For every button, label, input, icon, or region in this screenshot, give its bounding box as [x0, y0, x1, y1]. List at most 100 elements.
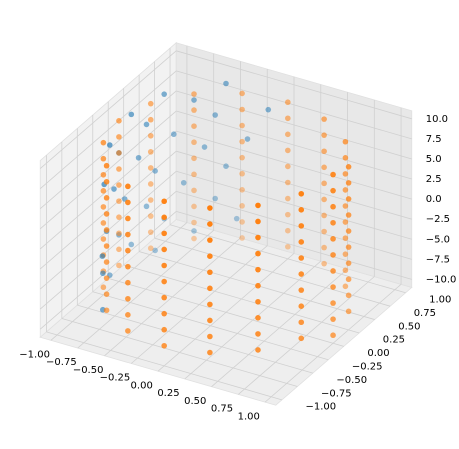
point [147, 229, 154, 235]
point [298, 335, 305, 342]
point [103, 243, 110, 249]
grid-line [77, 304, 313, 374]
point [342, 155, 349, 161]
point [342, 138, 349, 145]
point [298, 207, 305, 213]
y-tick-label: −0.50 [336, 375, 367, 386]
y-tick-label: −0.75 [321, 388, 352, 399]
point [161, 326, 167, 333]
point [100, 270, 106, 277]
point [285, 115, 291, 122]
point [207, 237, 213, 243]
point [255, 282, 261, 289]
grid-line [176, 170, 412, 240]
point [285, 227, 291, 234]
point [255, 347, 261, 353]
point [345, 308, 352, 315]
x-tick-label: −0.25 [100, 373, 131, 384]
point [103, 275, 110, 281]
point [298, 255, 305, 261]
point [116, 262, 122, 269]
point [191, 123, 197, 129]
point [321, 244, 327, 251]
point [103, 291, 110, 297]
point [239, 186, 245, 193]
point [191, 139, 197, 146]
point [147, 213, 154, 219]
point [342, 171, 349, 177]
point [285, 179, 291, 186]
grid-line [39, 150, 177, 270]
point [255, 315, 261, 321]
point [345, 228, 352, 234]
point [345, 292, 352, 299]
point [345, 260, 352, 266]
point [100, 220, 107, 226]
point [135, 154, 142, 161]
point [330, 171, 336, 178]
point [99, 253, 106, 259]
point [207, 333, 213, 340]
point [191, 171, 197, 178]
point [330, 284, 336, 290]
point [128, 111, 135, 118]
point [100, 204, 107, 210]
point [298, 190, 305, 197]
point [125, 215, 131, 222]
point [147, 116, 154, 123]
point [161, 214, 167, 221]
point [321, 132, 327, 138]
point [161, 262, 167, 269]
point [255, 202, 261, 209]
point [342, 187, 349, 193]
point [147, 197, 154, 203]
point [125, 231, 131, 238]
point [103, 227, 110, 233]
point [255, 234, 261, 241]
grid-line [39, 110, 177, 230]
point [285, 211, 291, 218]
point [321, 164, 327, 171]
point [285, 99, 291, 106]
grid-line [176, 110, 412, 180]
y-tick-label: −1.00 [306, 402, 337, 413]
point [100, 236, 107, 242]
point [147, 245, 154, 252]
point [345, 180, 352, 186]
point [345, 276, 352, 283]
point [100, 284, 107, 291]
x-tick-label: −1.00 [19, 349, 50, 360]
point [298, 319, 305, 326]
point [239, 138, 245, 145]
point [298, 287, 305, 293]
point [321, 180, 327, 187]
point [330, 219, 336, 226]
point [330, 300, 336, 306]
point [147, 100, 154, 107]
point [100, 188, 107, 194]
grid-line [92, 291, 329, 361]
point [255, 266, 261, 273]
point [103, 195, 110, 201]
point [244, 136, 251, 142]
y-tick-label: 0.25 [383, 335, 405, 346]
point [201, 144, 208, 150]
point [161, 91, 167, 97]
point [161, 342, 167, 349]
point [116, 118, 122, 124]
point [212, 195, 218, 202]
y-tick-label: 1.00 [429, 295, 451, 306]
point [342, 251, 349, 257]
point [207, 349, 213, 356]
point [191, 91, 197, 97]
point [111, 186, 117, 192]
point [207, 221, 213, 227]
point [103, 211, 110, 217]
grid-line [39, 70, 177, 189]
point [239, 154, 245, 161]
point [321, 228, 327, 235]
point [161, 310, 167, 317]
point [143, 121, 150, 128]
point [330, 316, 336, 322]
point [125, 312, 131, 318]
